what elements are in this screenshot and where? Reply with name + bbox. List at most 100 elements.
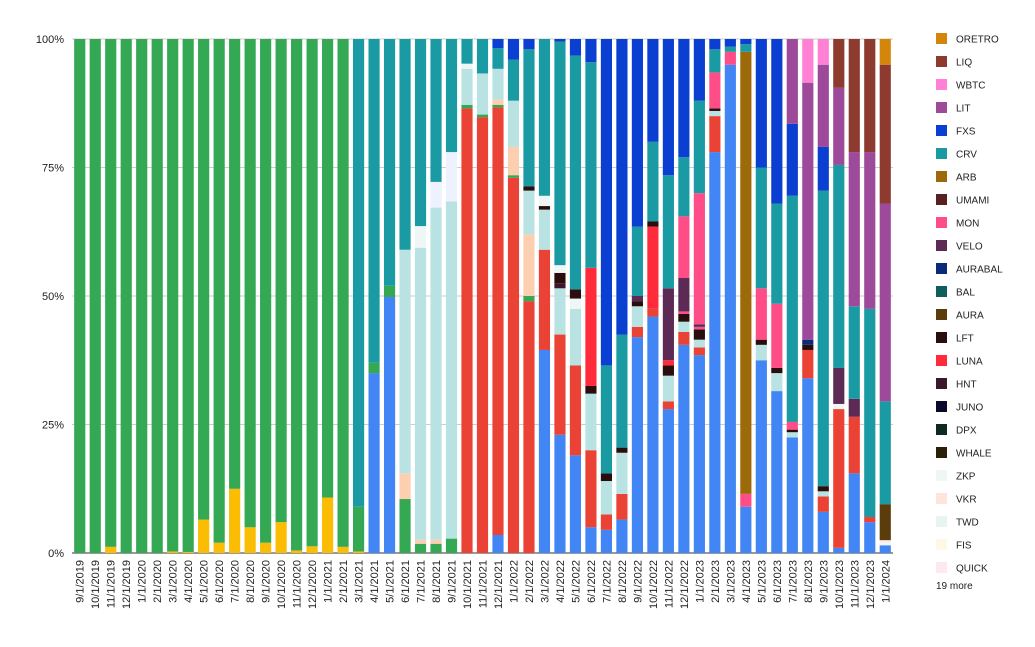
- x-tick-label: 6/1/2023: [772, 560, 784, 603]
- legend-more[interactable]: 19 more: [936, 581, 973, 592]
- bar-segment: [724, 64, 736, 553]
- legend-item: LUNA: [936, 355, 983, 368]
- bar-stack: [476, 39, 489, 554]
- bar-segment: [833, 403, 845, 410]
- bar-segment: [554, 39, 566, 42]
- y-tick-label: 0%: [48, 548, 64, 560]
- bar-segment: [771, 391, 783, 553]
- bar-segment: [879, 401, 891, 505]
- bar-segment: [523, 49, 535, 187]
- bar-segment: [879, 64, 891, 204]
- bar-segment: [709, 49, 721, 73]
- legend-item: AURA: [936, 309, 984, 322]
- legend-swatch: [936, 240, 947, 251]
- legend-item: TWD: [936, 516, 979, 529]
- bar-segment: [678, 311, 690, 314]
- bar-segment: [786, 39, 798, 124]
- bar-segment: [538, 209, 551, 250]
- bar-stack: [368, 39, 380, 553]
- x-tick-label: 5/1/2023: [756, 560, 768, 603]
- bar-segment: [771, 39, 783, 204]
- x-tick-label: 6/1/2021: [400, 560, 412, 603]
- bar-segment: [461, 39, 473, 64]
- x-tick-label: 8/1/2023: [803, 560, 815, 603]
- bar-stack: [275, 39, 287, 553]
- bar-segment: [879, 203, 891, 402]
- bar-stack: [848, 39, 860, 553]
- bar-segment: [368, 373, 380, 553]
- bar-segment: [678, 344, 690, 553]
- bar-segment: [569, 39, 582, 56]
- bar-segment: [864, 39, 876, 153]
- legend-item: ZKP: [936, 470, 976, 483]
- legend-swatch: [936, 125, 947, 136]
- bar-segment: [647, 39, 659, 142]
- bar-segment: [476, 73, 489, 115]
- bar-segment: [740, 51, 752, 494]
- x-tick-label: 6/1/2020: [214, 560, 226, 603]
- legend-swatch: [936, 33, 947, 44]
- bar-segment: [322, 497, 334, 553]
- bar-segment: [167, 551, 179, 553]
- bar-segment: [554, 288, 566, 335]
- bar-segment: [507, 59, 520, 101]
- bar-segment: [89, 39, 101, 553]
- bar-segment: [600, 473, 613, 482]
- x-tick-label: 1/1/2022: [508, 560, 520, 603]
- bar-segment: [786, 429, 798, 433]
- bar-segment: [786, 195, 798, 422]
- x-tick-label: 9/1/2023: [818, 560, 830, 603]
- bar-segment: [864, 517, 876, 523]
- legend-item: LFT: [936, 332, 974, 345]
- legend-item: FXS: [936, 125, 976, 138]
- bar-segment: [678, 157, 690, 217]
- bar-segment: [600, 39, 613, 366]
- x-tick-label: 5/1/2022: [570, 560, 582, 603]
- x-tick-label: 3/1/2021: [354, 560, 366, 603]
- y-tick-label: 50%: [42, 291, 64, 303]
- bar-segment: [662, 175, 674, 289]
- bar-segment: [244, 527, 256, 553]
- x-tick-label: 3/1/2020: [168, 560, 180, 603]
- legend-label: VELO: [956, 242, 983, 253]
- bar-segment: [724, 51, 736, 65]
- legend-item: AURABAL: [936, 263, 1003, 276]
- bar-segment: [848, 152, 860, 307]
- x-tick-label: 8/1/2021: [431, 560, 443, 603]
- y-tick-label: 25%: [42, 420, 64, 432]
- x-tick-label: 10/1/2021: [462, 560, 474, 609]
- x-tick-label: 11/1/2019: [106, 560, 118, 608]
- bar-segment: [817, 511, 829, 553]
- bar-stack: [585, 39, 597, 553]
- legend-label: JUNO: [956, 403, 983, 414]
- bar-segment: [337, 546, 349, 553]
- bar-segment: [538, 206, 551, 210]
- bar-stack: [229, 39, 241, 553]
- bar-segment: [492, 48, 504, 69]
- bar-stack: [182, 39, 194, 553]
- y-axis: 0% 25% 50% 75% 100%: [36, 34, 64, 560]
- x-tick-label: 7/1/2023: [787, 560, 799, 603]
- bar-segment: [105, 39, 117, 547]
- legend-swatch: [936, 217, 947, 228]
- legend-item: BAL: [936, 286, 975, 299]
- bar-segment: [492, 39, 504, 49]
- legend-label: WBTC: [956, 81, 985, 92]
- x-tick-label: 2/1/2020: [152, 560, 164, 603]
- legend-item: VKR: [936, 493, 977, 506]
- legend-item: JUNO: [936, 401, 983, 414]
- bar-stack: [802, 39, 814, 553]
- bar-segment: [291, 550, 303, 553]
- x-tick-label: 4/1/2022: [555, 560, 567, 603]
- bar-stack: [120, 39, 132, 553]
- bar-stack: [492, 39, 504, 553]
- bar-segment: [693, 326, 705, 330]
- bar-stack: [616, 39, 628, 553]
- bar-segment: [693, 324, 705, 327]
- legend-item: WBTC: [936, 79, 985, 92]
- bar-segment: [198, 519, 210, 553]
- bar-segment: [817, 496, 829, 512]
- x-tick-label: 9/1/2019: [75, 560, 87, 603]
- bar-segment: [647, 221, 659, 227]
- bar-segment: [631, 301, 643, 307]
